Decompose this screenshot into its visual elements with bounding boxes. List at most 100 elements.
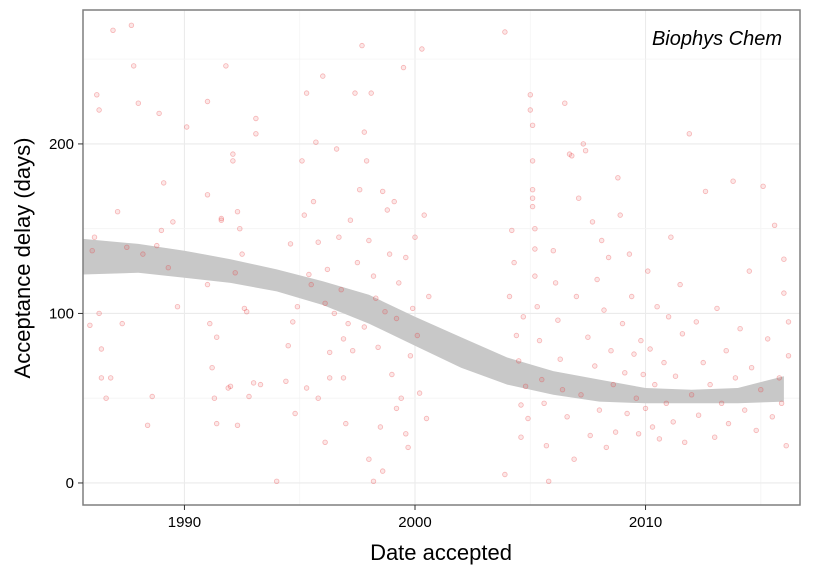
data-point — [114, 208, 121, 215]
data-point — [525, 415, 531, 422]
data-point — [410, 305, 416, 312]
data-point — [403, 431, 409, 437]
data-point — [368, 90, 374, 96]
data-point — [781, 256, 787, 262]
data-point — [232, 270, 238, 276]
data-point — [529, 195, 536, 201]
data-point — [527, 107, 533, 113]
data-point — [573, 293, 580, 300]
data-point — [124, 244, 130, 250]
data-point — [253, 131, 259, 137]
data-point — [603, 444, 609, 451]
data-point — [587, 432, 593, 439]
data-point — [693, 319, 699, 325]
data-point — [165, 265, 171, 271]
data-point — [638, 337, 644, 344]
data-point — [559, 387, 566, 393]
data-point — [670, 419, 676, 425]
data-point — [340, 336, 347, 342]
data-point — [529, 203, 536, 210]
data-point — [218, 217, 224, 223]
data-point — [742, 407, 748, 413]
y-tick-label: 200 — [49, 136, 74, 153]
data-point — [605, 254, 612, 261]
data-point — [502, 29, 508, 35]
data-point — [313, 139, 319, 145]
data-point — [386, 251, 393, 257]
data-point — [209, 365, 215, 371]
data-point — [619, 320, 626, 327]
data-point — [303, 385, 310, 391]
data-point — [615, 175, 621, 181]
data-point — [315, 395, 321, 401]
data-point — [679, 331, 686, 337]
data-point — [661, 359, 667, 366]
data-point — [398, 395, 404, 401]
y-tick-label: 100 — [49, 305, 74, 322]
data-point — [234, 208, 241, 215]
data-point — [361, 324, 367, 330]
data-point — [502, 471, 508, 478]
data-point — [624, 410, 630, 417]
data-point — [301, 212, 307, 218]
data-point — [589, 219, 596, 225]
data-point — [656, 436, 663, 442]
data-point — [96, 310, 102, 317]
data-point — [160, 180, 167, 186]
data-point — [649, 424, 656, 430]
data-point — [748, 365, 755, 371]
data-point — [663, 400, 669, 406]
data-point — [765, 336, 771, 342]
data-point — [665, 314, 672, 320]
data-point — [333, 146, 340, 152]
data-point — [403, 254, 409, 261]
data-point — [414, 332, 420, 339]
data-point — [529, 186, 536, 193]
data-point — [91, 234, 98, 240]
grid — [83, 10, 800, 505]
data-point — [243, 309, 250, 315]
data-point — [645, 268, 651, 274]
data-point — [635, 431, 642, 437]
data-point — [622, 370, 628, 376]
data-point — [688, 392, 695, 398]
data-point — [283, 378, 289, 384]
data-point — [407, 353, 414, 359]
data-point — [211, 395, 218, 401]
data-point — [384, 207, 390, 213]
data-point — [642, 405, 649, 412]
data-point — [580, 141, 586, 147]
data-point — [204, 281, 211, 288]
data-point — [610, 381, 616, 388]
data-point — [306, 271, 312, 278]
data-point — [677, 281, 683, 288]
data-point — [714, 305, 720, 312]
data-point — [781, 290, 787, 296]
data-point — [119, 320, 125, 327]
data-point — [225, 385, 231, 391]
data-point — [389, 371, 395, 378]
data-point — [758, 387, 764, 393]
data-point — [769, 414, 775, 420]
data-point — [237, 225, 243, 232]
data-point — [552, 280, 559, 286]
data-point — [361, 129, 367, 135]
data-point — [527, 92, 533, 98]
data-point — [357, 186, 363, 193]
data-point — [140, 251, 146, 257]
data-point — [174, 304, 181, 310]
data-point — [532, 273, 538, 279]
data-point — [652, 381, 658, 388]
x-tick-label: 1990 — [168, 514, 201, 531]
data-point — [98, 375, 105, 381]
data-point — [239, 251, 245, 257]
data-point — [144, 422, 151, 428]
data-point — [382, 309, 388, 315]
data-point — [562, 100, 568, 106]
data-point — [322, 300, 328, 306]
data-point — [89, 247, 95, 254]
data-point — [241, 305, 248, 312]
data-point — [730, 178, 736, 184]
data-point — [213, 334, 220, 340]
data-point — [327, 375, 333, 381]
